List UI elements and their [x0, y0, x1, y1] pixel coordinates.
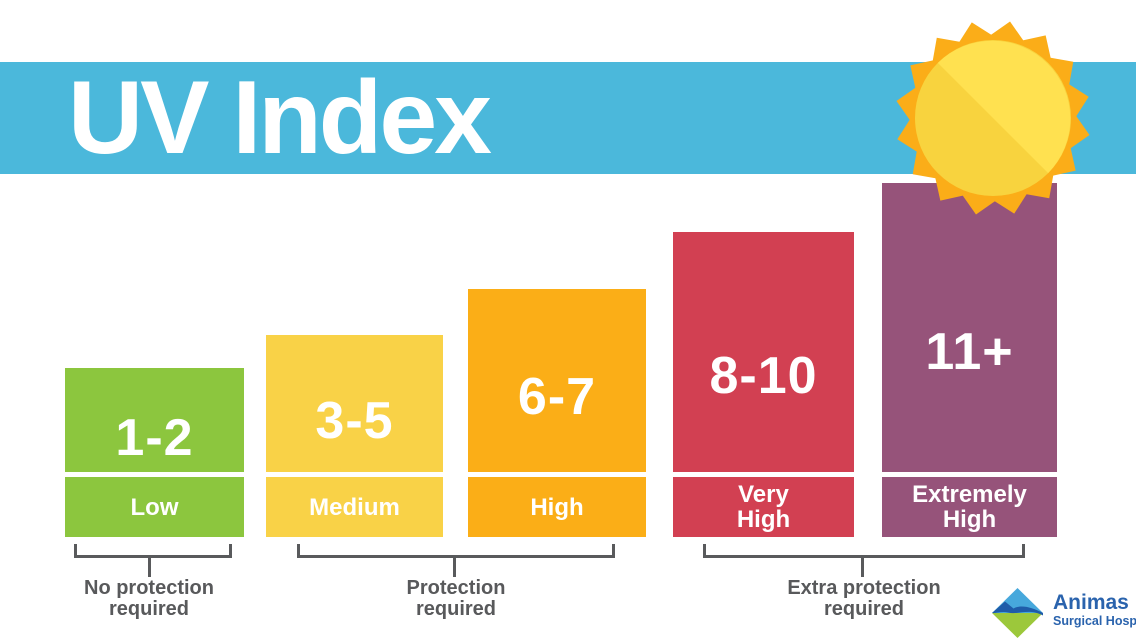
bar-category-label: Medium [309, 493, 400, 521]
bar-category-label: Very High [736, 481, 791, 533]
sun-disc-highlight [937, 40, 1071, 174]
bar-separator [266, 472, 443, 477]
bar-range-value: 11+ [925, 323, 1014, 381]
uv-bar-low: 1-2 Low [65, 368, 244, 537]
group-label-no-protection: No protection required [84, 577, 214, 620]
hospital-logo: Animas Surgical Hospital [992, 588, 1136, 638]
bar-range-value: 6-7 [517, 368, 597, 426]
bar-category-label: Extremely High [912, 481, 1027, 533]
bar-separator [882, 472, 1057, 477]
uv-bar-extremely-high: 11+ Extremely High [882, 183, 1057, 537]
bar-category-label: Low [130, 493, 179, 521]
bar-separator [65, 472, 244, 477]
bar-range-value: 8-10 [709, 347, 818, 405]
bar-range-value: 3-5 [315, 392, 394, 450]
uv-bar-medium: 3-5 Medium [266, 335, 443, 537]
bar-range-value: 1-2 [115, 409, 194, 467]
bracket-tick [861, 557, 864, 577]
group-label-protection: Protection required [406, 577, 506, 620]
page-title: UV Index [68, 60, 492, 176]
group-label-extra-protection: Extra protection required [787, 577, 941, 620]
bracket-tick [453, 557, 456, 577]
bracket-tick [148, 557, 151, 577]
uv-bar-very-high: 8-10 Very High [673, 232, 854, 537]
bar-category-label: High [530, 493, 584, 521]
bracket-protection [297, 544, 615, 558]
uv-bar-high: 6-7 High [468, 289, 646, 537]
bar-separator [468, 472, 646, 477]
sun-icon [896, 21, 1090, 215]
logo-subtitle: Surgical Hospital [1053, 614, 1136, 628]
logo-name: Animas [1053, 591, 1129, 614]
diamond-mountain-icon [992, 588, 1043, 638]
bracket-extra-protection [703, 544, 1025, 558]
bracket-no-protection [74, 544, 232, 558]
bar-separator [673, 472, 854, 477]
